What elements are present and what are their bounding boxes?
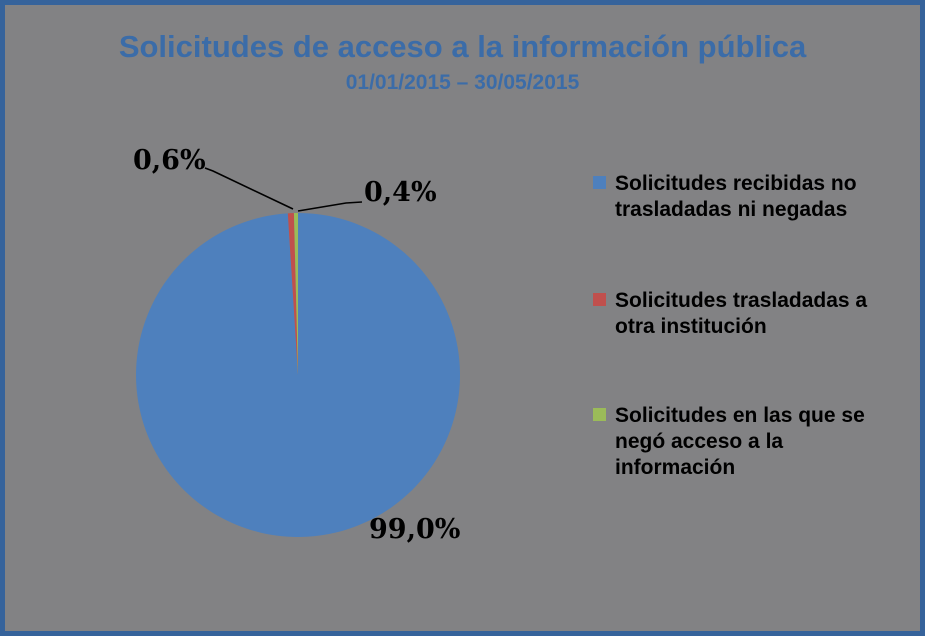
chart-title: Solicitudes de acceso a la información p… xyxy=(118,29,807,64)
data-label-green-slice: 0,4% xyxy=(364,177,437,208)
pie-slices xyxy=(136,213,461,537)
legend-swatch-blue-icon xyxy=(593,176,606,189)
pie-slice-0 xyxy=(136,213,461,537)
legend-swatch-red-icon xyxy=(593,293,606,306)
pie-slice-1 xyxy=(287,213,298,375)
legend-item-negadas: Solicitudes en las que se negó acceso a … xyxy=(593,403,873,481)
legend-item-recibidas: Solicitudes recibidas no trasladadas ni … xyxy=(593,171,873,223)
pie-slice-2 xyxy=(293,213,298,375)
legend-item-trasladadas: Solicitudes trasladadas a otra instituci… xyxy=(593,288,873,340)
legend-label-negadas: Solicitudes en las que se negó acceso a … xyxy=(615,404,865,479)
pie-chart xyxy=(136,167,461,537)
data-label-red-slice: 0,6% xyxy=(133,145,206,176)
legend-label-recibidas: Solicitudes recibidas no trasladadas ni … xyxy=(615,172,857,221)
chart-subtitle: 01/01/2015 – 30/05/2015 xyxy=(345,71,580,94)
leader-line-green-slice xyxy=(297,201,363,212)
data-label-blue-slice: 99,0% xyxy=(369,514,461,545)
legend-swatch-green-icon xyxy=(593,408,606,421)
legend: Solicitudes recibidas no trasladadas ni … xyxy=(593,171,878,501)
legend-label-trasladadas: Solicitudes trasladadas a otra instituci… xyxy=(615,289,868,338)
leader-line-red-slice xyxy=(204,167,294,210)
